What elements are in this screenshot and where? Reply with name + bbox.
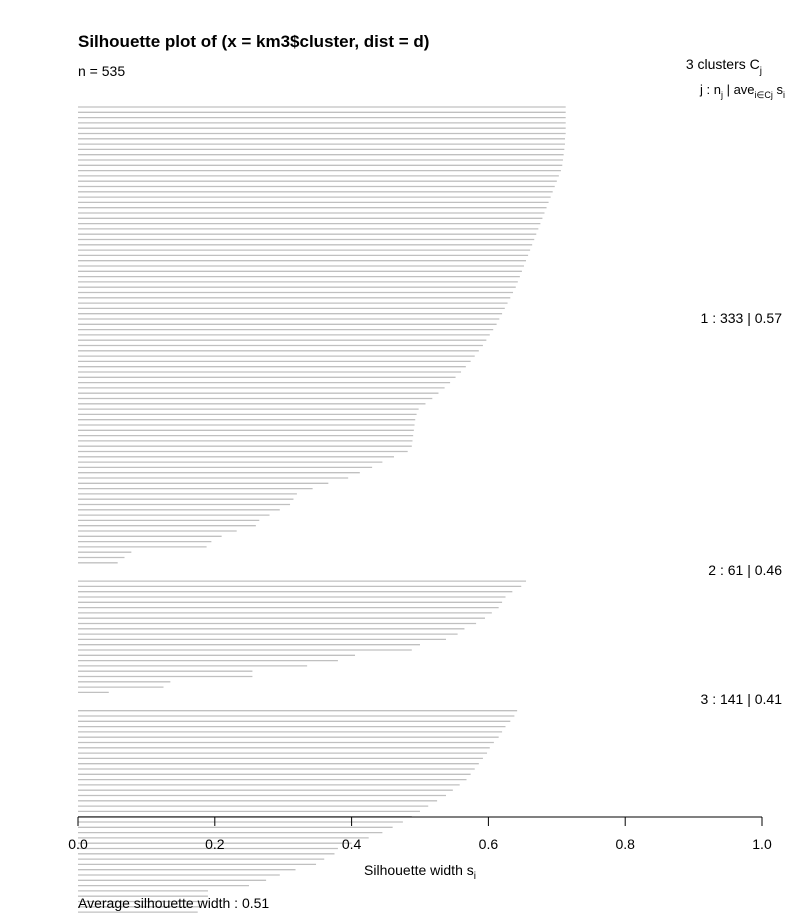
x-axis-label: Silhouette width si [364,862,476,882]
legend-header: 3 clusters Cj [686,56,762,77]
cluster-label-2: 2 : 61 | 0.46 [708,562,782,578]
sample-size-label: n = 535 [78,63,125,79]
legend-header-sub: j [759,66,762,77]
cluster-label-1: 1 : 333 | 0.57 [701,310,783,326]
x-tick-label: 0.6 [479,836,499,852]
chart-title: Silhouette plot of (x = km3$cluster, dis… [78,32,429,51]
legend-subheader: j : nj | avei∈Cj si [699,82,785,100]
bars-layer [78,106,566,918]
cluster-label-3: 3 : 141 | 0.41 [701,691,783,707]
x-tick-label: 0.2 [205,836,225,852]
x-tick-label: 0.0 [68,836,88,852]
x-axis: 0.0 0.2 0.4 0.6 0.8 1.0 [68,816,772,852]
x-tick-label: 1.0 [752,836,772,852]
x-tick-label: 0.4 [342,836,362,852]
x-tick-label: 0.8 [615,836,635,852]
average-silhouette-footer: Average silhouette width : 0.51 [78,895,269,911]
legend-header-text: 3 clusters C [686,56,760,72]
